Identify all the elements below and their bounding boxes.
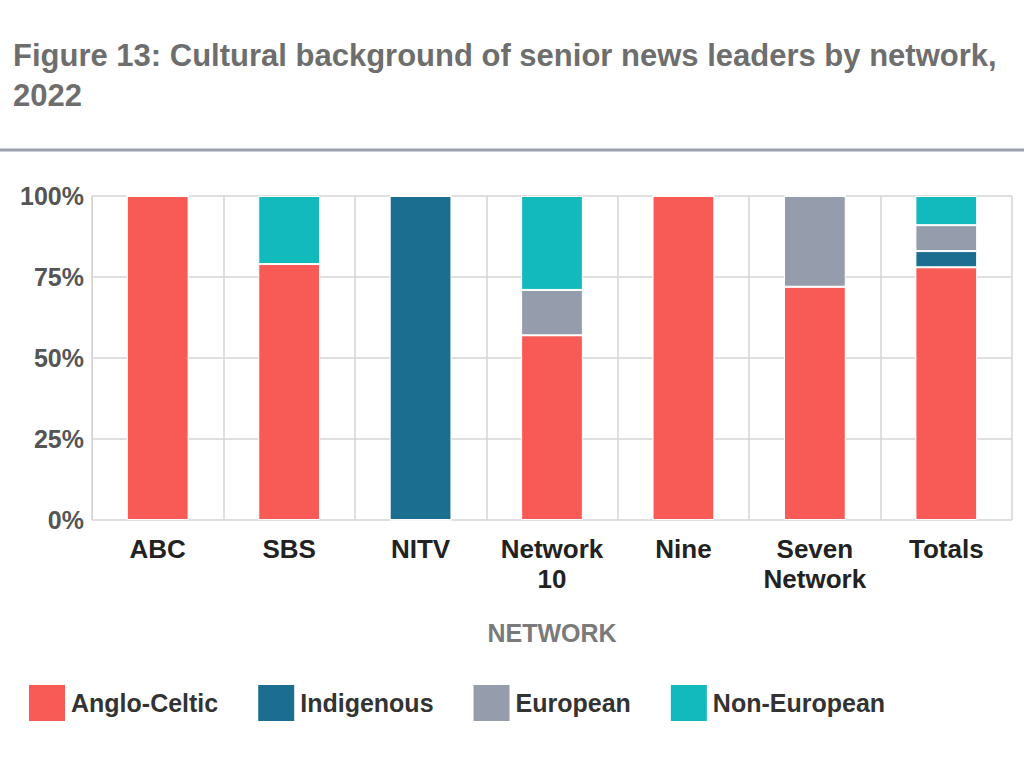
svg-text:Seven: Seven — [777, 534, 854, 564]
svg-text:Nine: Nine — [655, 534, 711, 564]
svg-text:European: European — [516, 689, 631, 717]
svg-text:Network: Network — [764, 564, 867, 594]
svg-text:ABC: ABC — [130, 534, 187, 564]
svg-text:Network: Network — [501, 534, 604, 564]
svg-text:100%: 100% — [20, 182, 84, 210]
svg-text:2022: 2022 — [13, 78, 82, 113]
svg-text:NETWORK: NETWORK — [487, 619, 616, 647]
svg-text:SBS: SBS — [262, 534, 315, 564]
svg-text:Figure 13: Cultural background: Figure 13: Cultural background of senior… — [13, 38, 1005, 73]
svg-text:25%: 25% — [34, 425, 84, 453]
svg-text:75%: 75% — [34, 263, 84, 291]
svg-text:Indigenous: Indigenous — [300, 689, 433, 717]
svg-text:50%: 50% — [34, 344, 84, 372]
svg-text:0%: 0% — [48, 506, 84, 534]
svg-text:10: 10 — [538, 564, 567, 594]
svg-text:NITV: NITV — [391, 534, 451, 564]
svg-text:Anglo-Celtic: Anglo-Celtic — [71, 689, 218, 717]
svg-text:Non-European: Non-European — [713, 689, 885, 717]
svg-text:Totals: Totals — [909, 534, 984, 564]
